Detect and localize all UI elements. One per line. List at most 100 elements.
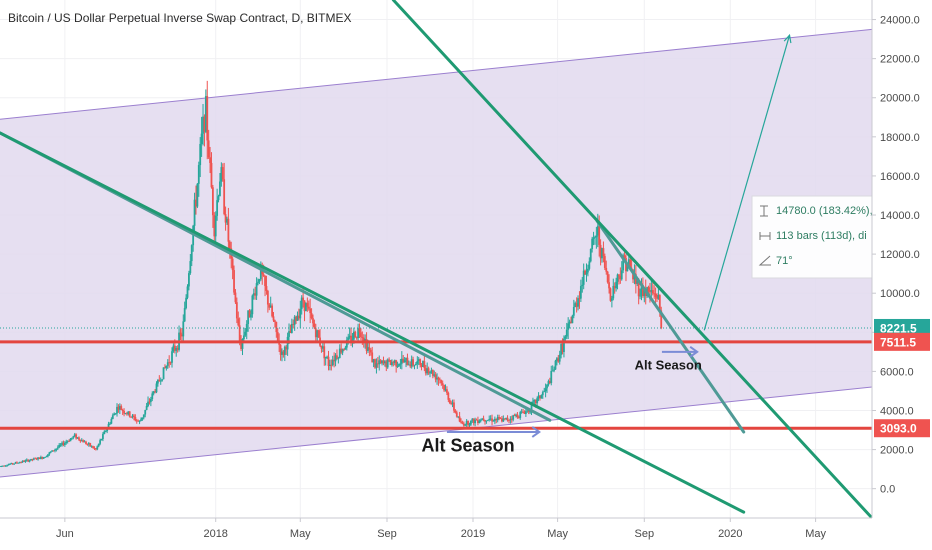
candle-body [257,281,259,284]
candle-body [389,360,392,365]
candle-body [121,409,124,411]
candle-body [520,411,523,413]
candle-body [450,402,453,404]
candle-body [103,431,106,435]
candle-body [141,417,144,420]
candle-body [357,328,360,339]
level-price-tag[interactable] [874,332,930,351]
arrowhead [689,346,699,358]
candle-body [247,310,250,324]
y-tick-label: 22000.0 [880,54,920,66]
candle-body [402,358,405,363]
candle-body [274,320,276,322]
candle-body [457,416,460,418]
drawing-lines[interactable] [0,0,874,520]
candle-body [306,303,309,307]
candle-body [641,285,644,297]
time-axis[interactable] [0,518,872,550]
last-price-tag[interactable] [874,318,930,337]
green-trendline[interactable] [391,0,874,520]
candle-body [221,167,224,180]
candle-body [522,411,524,413]
candle-body [117,406,120,410]
candle-body [213,215,216,237]
candle-body [133,415,135,417]
candle-body [258,279,261,282]
candle-body [534,399,537,404]
candle-body [100,438,103,441]
candle-body [491,418,493,422]
candle-body [488,419,491,420]
candle-body [427,368,430,373]
candle-body [654,293,657,297]
candle-body [341,349,344,353]
y-tick-label: 18000.0 [880,132,920,144]
candle-body [6,465,8,467]
candle-body [120,406,123,410]
candle-body [145,405,148,410]
candle-body [309,308,312,314]
candle-body [598,226,601,245]
candle-body [438,379,441,381]
candle-body [224,214,227,223]
candle-body [602,248,605,257]
candle-body [372,359,375,363]
candle-body [509,418,512,421]
candle-body [396,366,399,367]
candle-body [383,361,386,364]
candle-body [512,415,515,420]
measurement-box[interactable] [751,195,873,279]
candle-body [138,421,141,422]
candle-body [166,362,169,366]
price-channel[interactable] [0,28,873,478]
teal-trendline[interactable] [595,219,746,434]
y-tick-label: 2000.0 [880,445,914,457]
channel-lower-line[interactable] [0,386,873,478]
projection-line[interactable] [703,35,791,331]
candle-body [461,422,464,424]
candle-body [42,457,45,459]
candle-body [560,343,563,355]
candle-body [471,418,474,421]
candle-body [343,349,345,351]
candle-body [444,389,447,391]
candle-body [231,258,234,271]
candle-body [220,167,223,182]
candle-body [434,374,437,380]
candle-body [551,370,554,372]
candle-body [107,423,110,428]
candle-body [183,308,186,322]
candle-body [262,274,265,276]
candle-body [176,348,179,350]
candle-body [165,365,168,369]
candle-body [388,359,391,361]
candle-body [348,335,351,338]
price-axis[interactable] [872,0,932,550]
candle-body [548,381,551,383]
level-price-tag[interactable] [874,419,930,438]
candle-body [338,348,341,358]
candle-body [609,288,612,301]
channel-upper-line[interactable] [0,28,873,120]
candle-body [135,420,138,422]
candle-body [429,372,431,374]
candle-body [62,442,65,446]
candle-body [196,183,199,207]
candle-body [458,416,461,422]
candle-body [443,385,446,391]
candle-body [502,418,505,422]
candle-body [472,418,475,424]
candle-body [422,361,424,367]
annotations[interactable]: Alt Season Alt Season 14780.0 (183.42%), 11… [422,195,873,456]
candle-body [344,347,347,350]
candle-body [647,287,650,292]
candle-body [59,444,62,446]
last-price-tag-text: 8221.5 [880,321,917,335]
angle-icon [758,255,771,266]
candle-body [345,339,348,348]
green-trendline[interactable] [0,131,746,514]
candle-body [558,354,561,362]
candle-body [190,245,193,262]
